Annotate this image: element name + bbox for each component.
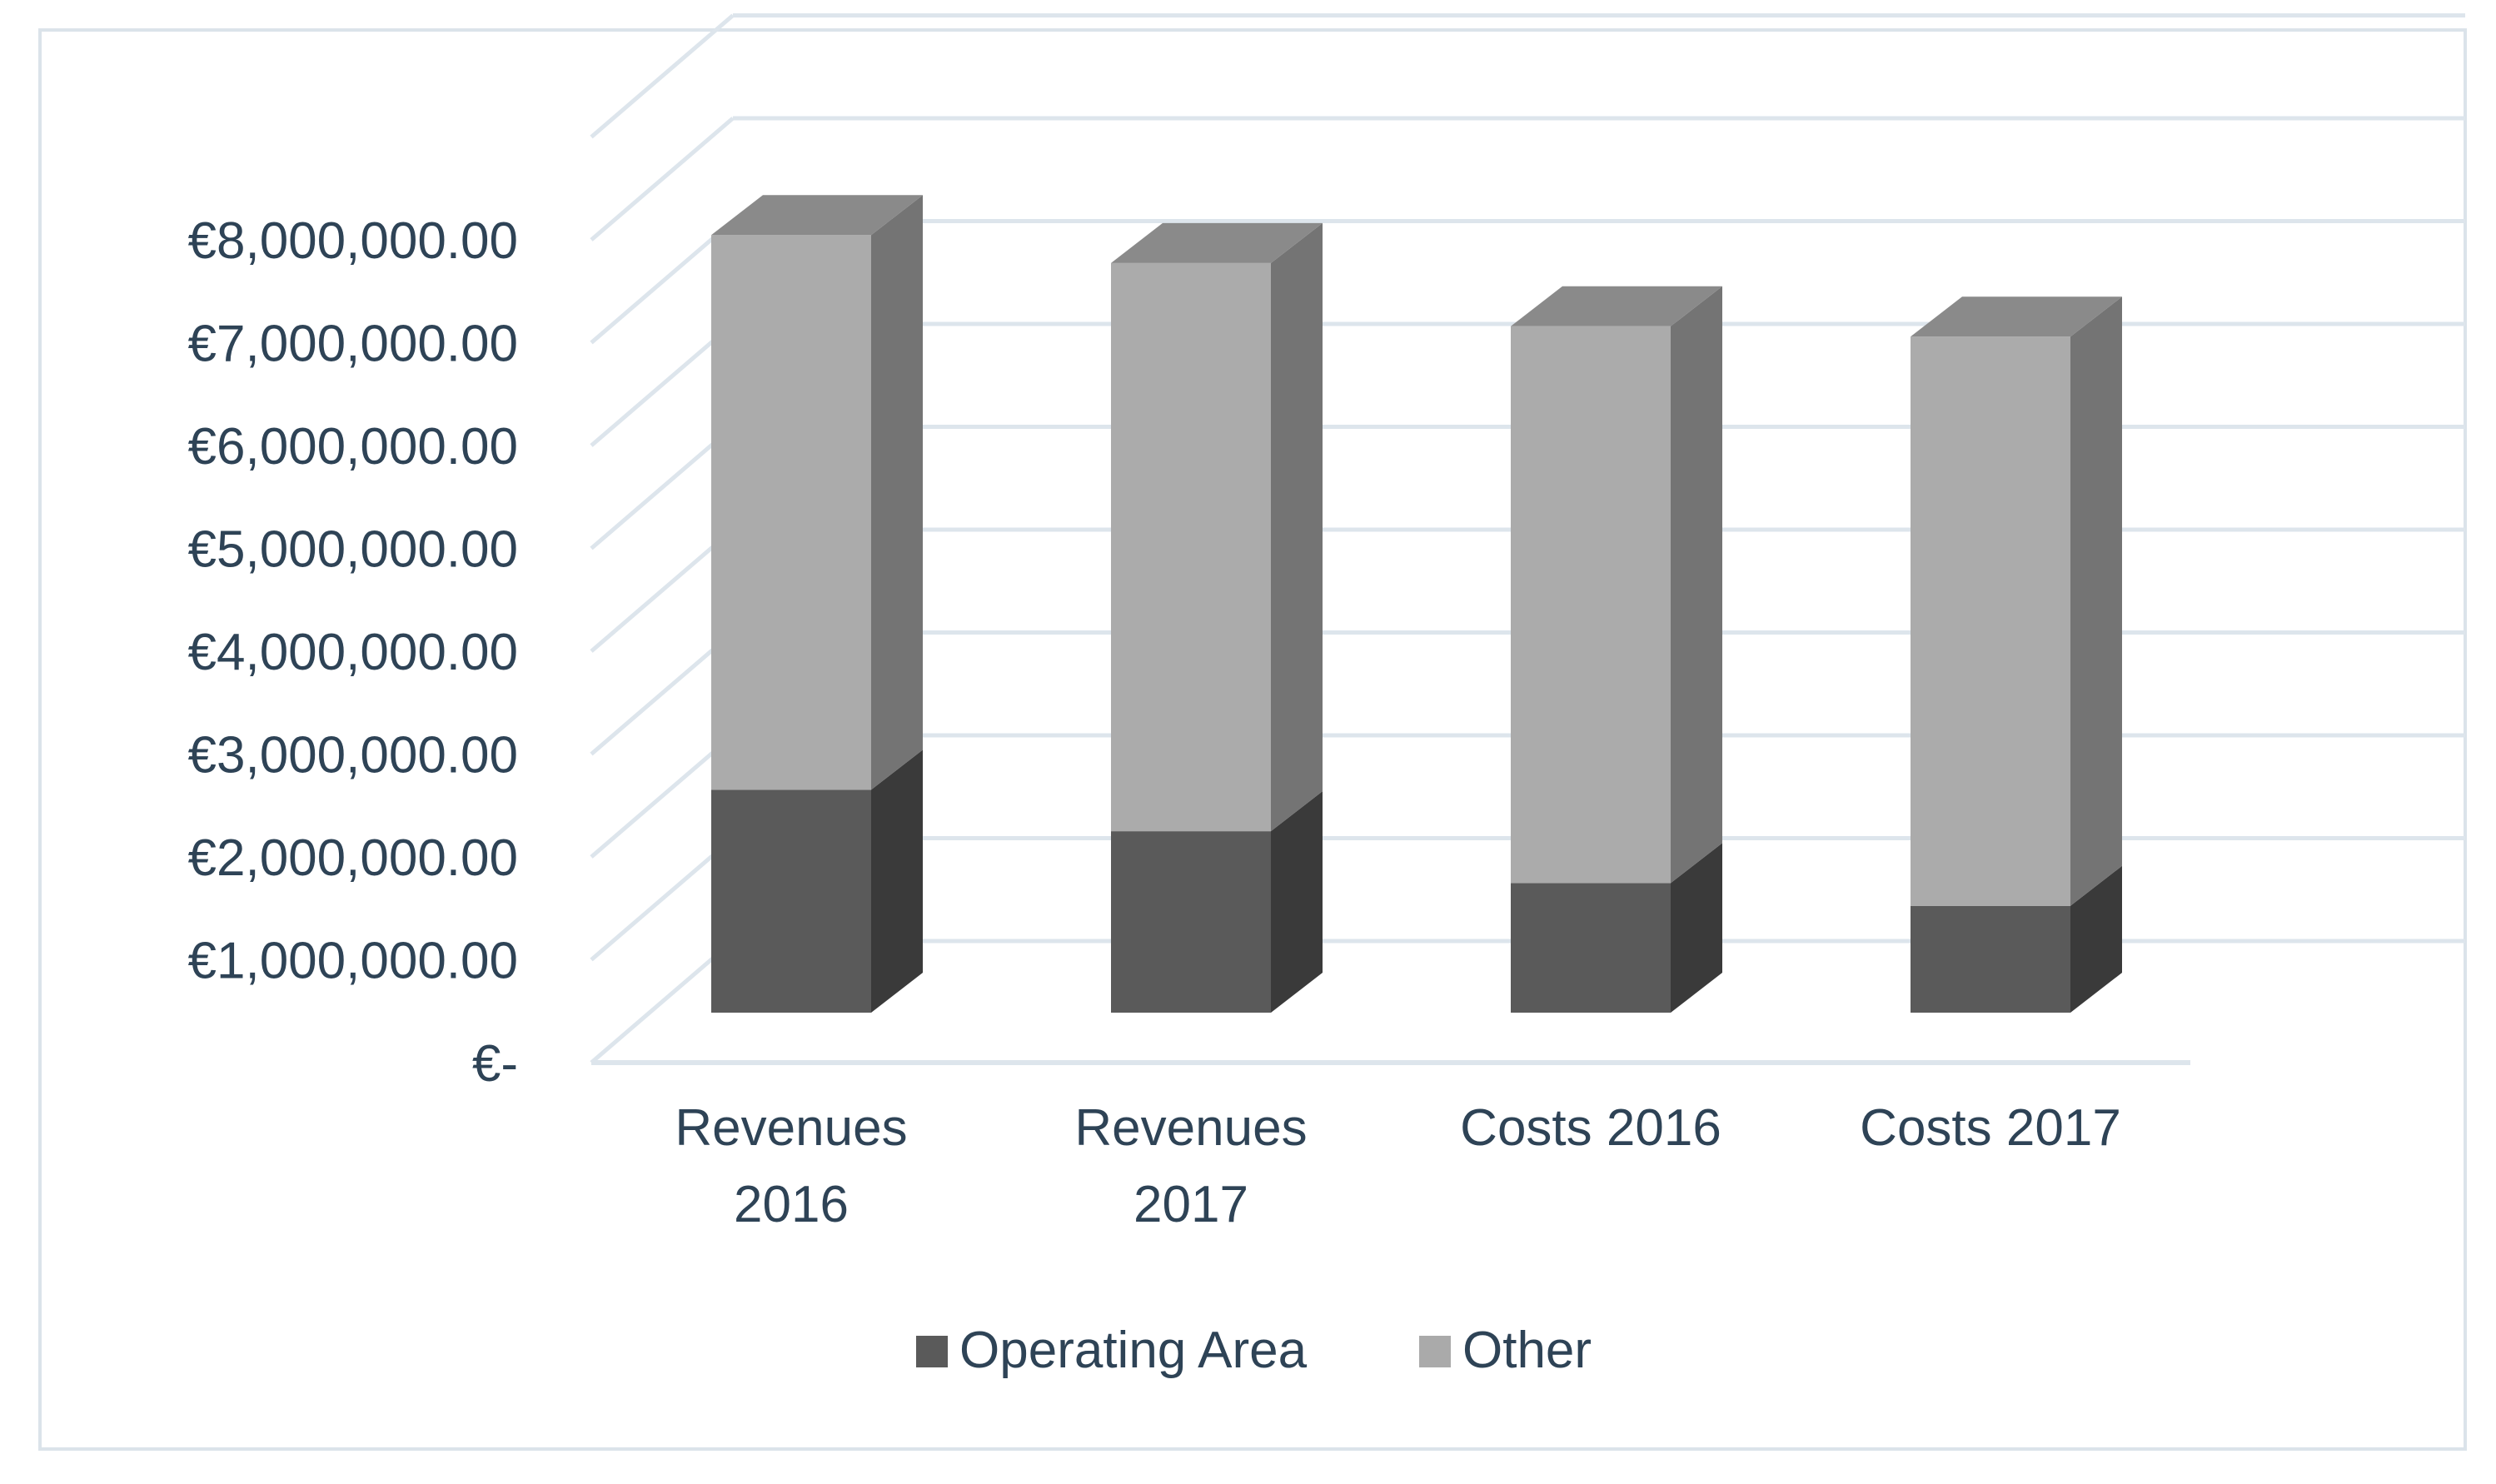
y-tick-label: €3,000,000.00 — [188, 727, 519, 784]
bar-other — [1111, 262, 1271, 832]
y-tick-label: €7,000,000.00 — [188, 316, 519, 373]
bar-top — [1511, 286, 1722, 326]
bar-other — [1511, 326, 1671, 884]
bar-operating-area — [711, 789, 871, 1013]
bar-side-operating-area — [871, 749, 923, 1013]
gridline-depth-0 — [590, 939, 735, 1064]
legend-swatch-operating-area — [916, 1336, 948, 1367]
bar-other — [1911, 336, 2070, 906]
y-tick-label: €- — [472, 1035, 518, 1093]
bar-side-other — [1271, 222, 1323, 832]
x-category-label: 2017 — [1133, 1176, 1248, 1233]
bar-top — [1111, 222, 1323, 263]
bar-side-other — [1671, 286, 1722, 884]
gridline-depth-1 — [590, 836, 735, 962]
gridline-depth-8 — [590, 117, 735, 242]
bar-operating-area — [1111, 831, 1271, 1013]
bar-top — [711, 195, 923, 236]
legend-swatch-other — [1419, 1336, 1451, 1367]
legend: Operating Area Other — [916, 1322, 1592, 1379]
gridline-depth-top — [590, 13, 735, 139]
bar-operating-area — [1511, 883, 1671, 1013]
bar-side-other — [871, 195, 923, 790]
bar-side-operating-area — [1271, 791, 1323, 1013]
gridline-depth-4 — [590, 528, 735, 653]
legend-label-other: Other — [1462, 1322, 1592, 1379]
bar-other — [711, 235, 871, 790]
y-tick-label: €5,000,000.00 — [188, 521, 519, 579]
x-category-label: Revenues — [1074, 1099, 1307, 1157]
gridline-depth-7 — [590, 219, 735, 345]
x-axis-category-labels: Revenues 2016 Revenues 2017 Costs 2016 Costs … — [675, 1099, 2120, 1233]
x-category-label: Costs 2017 — [1860, 1099, 2121, 1157]
gridline-depth-5 — [590, 425, 735, 550]
x-category-label: 2016 — [734, 1176, 849, 1233]
bar-side-operating-area — [2070, 865, 2122, 1013]
gridline-depth-6 — [590, 322, 735, 447]
y-tick-label: €2,000,000.00 — [188, 829, 519, 887]
y-tick-label: €6,000,000.00 — [188, 418, 519, 476]
bar-top — [1911, 296, 2122, 337]
legend-label-operating-area: Operating Area — [959, 1322, 1308, 1379]
x-category-label: Revenues — [675, 1099, 907, 1157]
x-category-label: Costs 2016 — [1460, 1099, 1721, 1157]
y-tick-label: €1,000,000.00 — [188, 933, 519, 990]
y-tick-label: €8,000,000.00 — [188, 212, 519, 270]
bar-operating-area — [1911, 905, 2070, 1013]
y-tick-label: €4,000,000.00 — [188, 624, 519, 681]
bar-side-other — [2070, 296, 2122, 906]
gridline-depth-3 — [590, 630, 735, 756]
bar-side-operating-area — [1671, 843, 1722, 1013]
bar-layer — [711, 195, 2122, 1013]
gridline-depth-2 — [590, 734, 735, 859]
y-axis-tick-labels: €- €1,000,000.00 €2,000,000.00 €3,000,000.0… — [188, 212, 519, 1093]
